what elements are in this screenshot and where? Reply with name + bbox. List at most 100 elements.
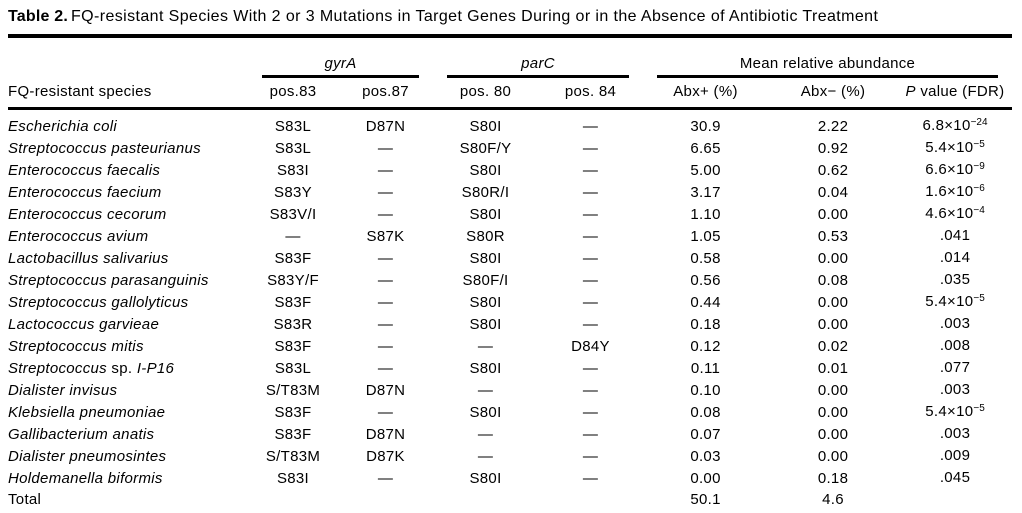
cell-parc-pos84: — [582,470,599,487]
table-caption: FQ-resistant Species With 2 or 3 Mutatio… [71,8,879,25]
cell-abx-plus: 0.08 [690,404,721,421]
col-header-abx-minus: Abx− (%) [768,78,899,110]
cell-gyra-pos87: — [377,338,394,355]
pvalue-exponent: −4 [973,205,985,216]
cell-gyra-pos83: S83F [274,250,312,267]
cell-gyra-pos87: D87N [365,426,406,443]
cell-abx-minus: 0.00 [817,316,849,333]
cell-parc-pos84: — [582,448,599,465]
cell-abx-minus: 0.00 [817,404,849,421]
table-row: Gallibacterium anatis S83F D87N — — 0.07… [8,424,1012,446]
cell-parc-pos84: — [582,140,599,157]
table-row: Enterococcus faecium S83Y — S80R/I — 3.1… [8,182,1012,204]
cell-abx-minus: 0.00 [817,206,849,223]
species-name: Streptococcus parasanguinis [8,272,209,289]
cell-parc-pos80: S80I [469,250,502,267]
species-name: Enterococcus avium [8,228,149,245]
cell-gyra-pos83 [248,490,338,510]
species-name: Enterococcus faecalis [8,162,161,179]
col-header-gyra-pos83: pos.83 [248,78,338,110]
cell-species: Streptococcus pasteurianus [8,138,248,160]
cell-gyra-pos87: — [377,294,394,311]
cell-species: Streptococcus sp. I-P16 [8,358,248,380]
fq-resistant-species-table: gyrA parC Mean relative abundance FQ-res… [8,34,1013,510]
pvalue-exponent: −5 [973,403,985,414]
cell-pvalue: .014 [898,248,1012,270]
cell-parc-pos84: — [582,360,599,377]
cell-pvalue: .045 [898,468,1012,490]
cell-abx-minus: 0.02 [817,338,849,355]
cell-gyra-pos83: S83V/I [269,206,317,223]
cell-parc-pos80: S80R [466,228,505,245]
cell-gyra-pos83: S83L [274,360,312,377]
pvalue-rest: value (FDR) [915,83,1005,100]
table-row: Lactobacillus salivarius S83F — S80I — 0… [8,248,1012,270]
col-header-parc-pos84: pos. 84 [538,78,644,110]
cell-parc-pos84: D84Y [571,338,610,355]
cell-parc-pos80: S80I [469,162,502,179]
cell-gyra-pos87: — [377,272,394,289]
cell-parc-pos84: — [582,316,599,333]
column-header-row: FQ-resistant species pos.83 pos.87 pos. … [8,78,1013,110]
pvalue-exponent: −5 [973,139,985,150]
cell-parc-pos84: — [582,426,599,443]
species-name-roman: sp. [106,360,137,377]
cell-abx-minus: 0.00 [817,294,849,311]
cell-parc-pos80: — [477,448,494,465]
table-row: Dialister invisus S/T83M D87N — — 0.10 0… [8,380,1012,402]
cell-abx-plus: 0.00 [690,470,721,487]
cell-abx-plus: 0.56 [690,272,721,289]
cell-pvalue: .009 [898,446,1012,468]
pvalue-base: .003 [939,381,971,398]
cell-gyra-pos87: — [377,404,394,421]
group-header-parc: parC [433,36,643,78]
table-row: Dialister pneumosintes S/T83M D87K — — 0… [8,446,1012,468]
species-name: Holdemanella biformis [8,470,163,487]
cell-species: Escherichia coli [8,109,248,139]
species-name: Streptococcus mitis [8,338,144,355]
table-row-total: Total 50.1 4.6 [8,490,1012,510]
cell-parc-pos84 [538,490,643,510]
table-row: Streptococcus mitis S83F — — D84Y 0.12 0… [8,336,1012,358]
cell-parc-pos80: S80F/I [462,272,509,289]
cell-pvalue: .008 [898,336,1012,358]
cell-gyra-pos87: — [377,184,394,201]
cell-gyra-pos87: — [377,162,394,179]
pvalue-exponent: −9 [973,161,985,172]
cell-abx-plus: 0.03 [690,448,721,465]
col-header-species: FQ-resistant species [8,78,248,110]
cell-species: Enterococcus faecium [8,182,248,204]
cell-abx-minus: 0.01 [817,360,849,377]
cell-species: Klebsiella pneumoniae [8,402,248,424]
cell-parc-pos84: — [582,382,599,399]
species-name: Klebsiella pneumoniae [8,404,166,421]
cell-gyra-pos83: S83R [273,316,313,333]
cell-abx-plus: 1.05 [690,228,721,245]
table-row: Streptococcus parasanguinis S83Y/F — S80… [8,270,1012,292]
cell-pvalue: .041 [898,226,1012,248]
species-name-suffix: I-P16 [136,360,175,377]
cell-gyra-pos83: S83L [274,140,312,157]
cell-parc-pos80: S80R/I [461,184,510,201]
cell-gyra-pos83: S83F [274,426,312,443]
pvalue-base: 4.6×10 [925,205,974,222]
table-row: Streptococcus sp. I-P16 S83L — S80I — 0.… [8,358,1012,380]
cell-parc-pos80 [433,490,538,510]
cell-gyra-pos83: S83Y [274,184,312,201]
cell-pvalue: 6.6×10−9 [898,160,1012,182]
cell-abx-minus: 0.62 [817,162,849,179]
cell-parc-pos80: S80I [469,470,502,487]
cell-abx-plus: 0.58 [690,250,721,267]
cell-abx-minus: 0.00 [817,448,849,465]
cell-abx-minus: 2.22 [817,118,849,135]
cell-parc-pos80: S80F/Y [459,140,512,157]
cell-gyra-pos87 [338,490,433,510]
pvalue-base: 5.4×10 [925,293,974,310]
table-number: Table 2. [8,8,68,25]
cell-pvalue: .003 [898,424,1012,446]
cell-gyra-pos87: D87N [365,118,406,135]
cell-species: Dialister pneumosintes [8,446,248,468]
cell-species: Holdemanella biformis [8,468,248,490]
cell-pvalue: .035 [898,270,1012,292]
